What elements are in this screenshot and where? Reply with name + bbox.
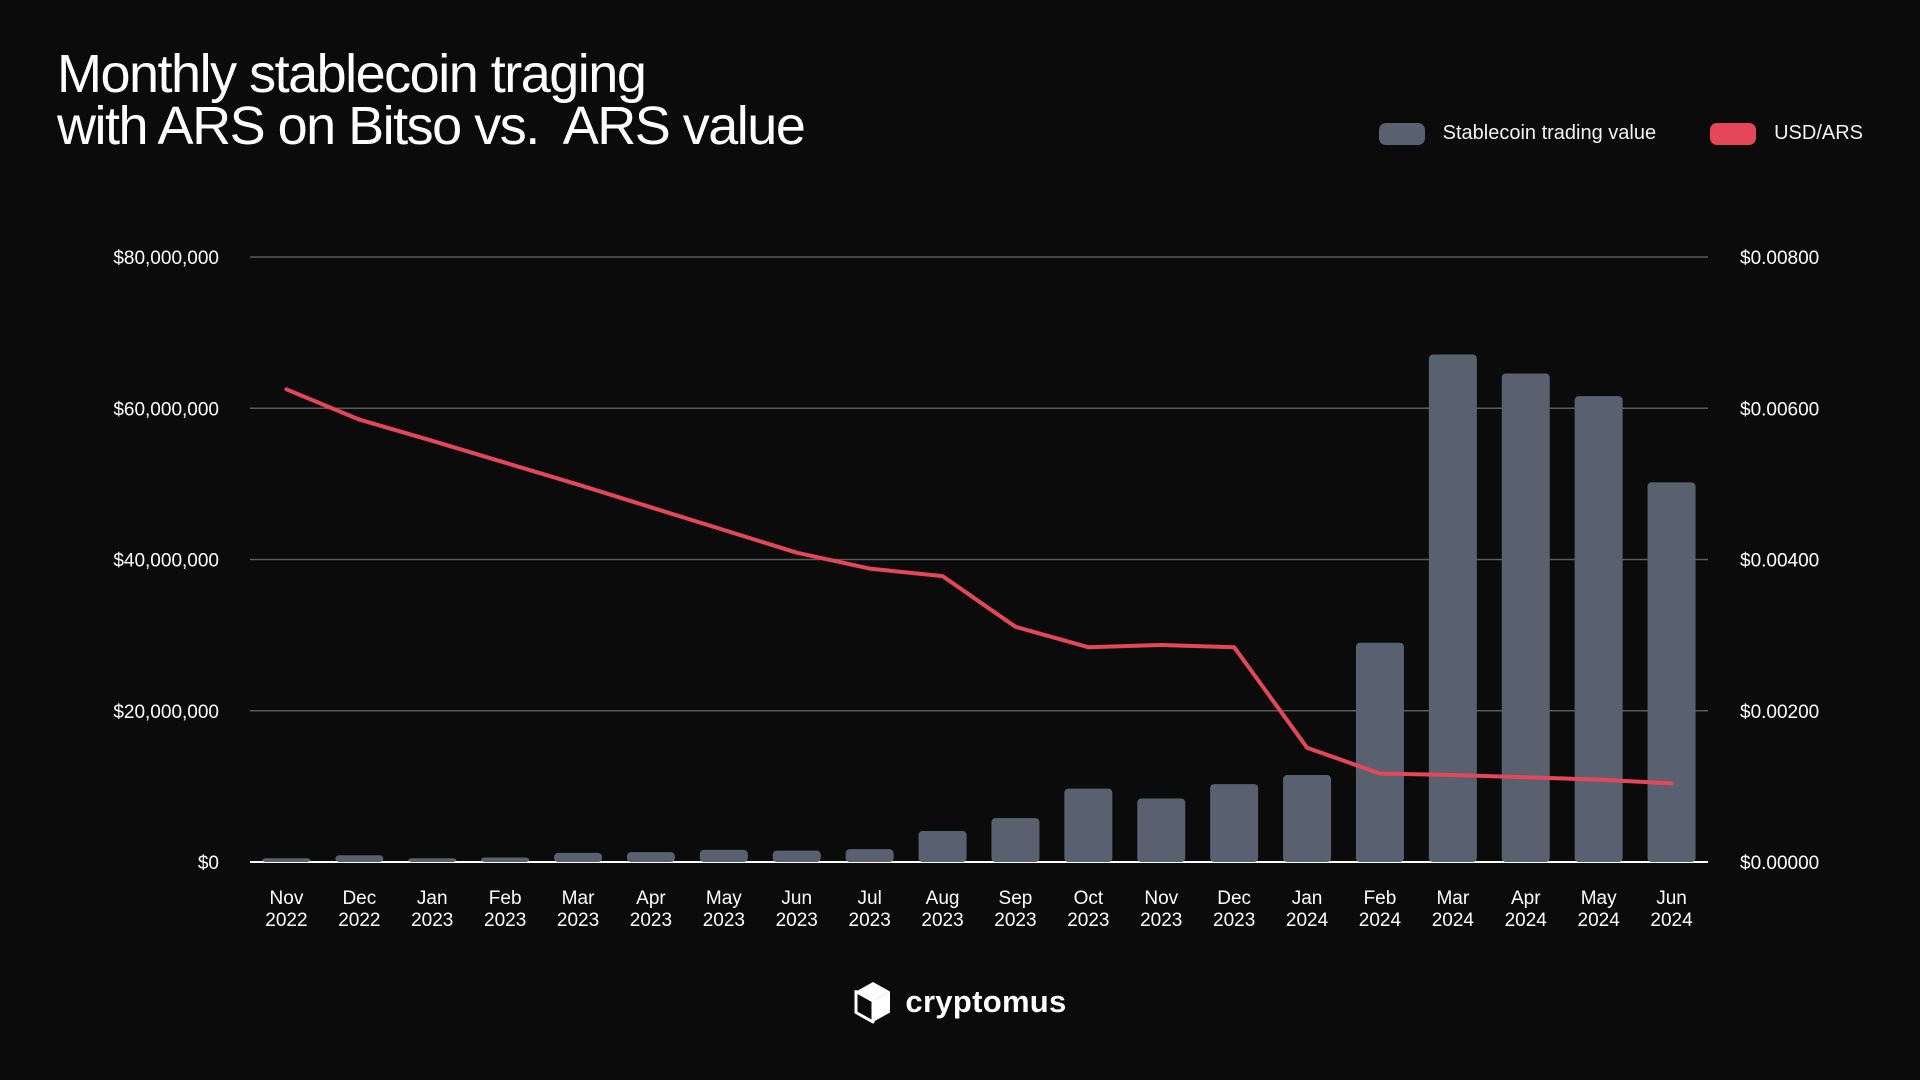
usd-ars-line [284,387,1674,786]
y-axis-left: $0 $20,000,000 $40,000,000 $60,000,000 $80,0… [113,248,219,874]
y-right-tick-label: $0.00400 [1740,551,1819,572]
x-tick-label: Dec 2023 [1213,888,1255,931]
legend-item-line: USD/ARS [1710,122,1863,145]
bar [1283,775,1332,862]
y-right-tick-label: $0.00200 [1740,702,1819,723]
x-tick-label: Jul 2023 [849,888,891,931]
x-tick-label: May 2024 [1578,888,1621,931]
bar [1428,354,1477,862]
y-left-tick-label: $80,000,000 [113,248,219,269]
bar [845,849,894,862]
y-left-tick-label: $20,000,000 [113,702,219,723]
chart-title-line-1: Monthly stablecoin traging [57,44,647,104]
legend-item-bars: Stablecoin trading value [1378,122,1657,145]
y-left-tick-label: $0 [198,853,219,874]
x-tick-label: Jun 2023 [776,888,818,931]
y-left-tick-label: $60,000,000 [113,399,219,420]
brand-name: cryptomus [905,984,1067,1019]
bar [554,852,603,862]
x-tick-label: Nov 2023 [1140,888,1182,931]
x-tick-label: Apr 2024 [1505,888,1548,931]
x-tick-label: Feb 2024 [1359,888,1402,931]
chart-title: Monthly stablecoin traging with ARS on B… [57,44,806,156]
y-axis-right: $0.00000 $0.00200 $0.00400 $0.00600 $0.00800 [1740,248,1819,874]
x-tick-label: Aug 2023 [921,888,963,931]
bar [335,855,384,862]
chart-title-line-2: with ARS on Bitso vs. ARS value [57,96,806,156]
bar [1355,642,1404,862]
brand: cryptomus [0,980,1920,1024]
cube-logo-icon [854,982,891,1024]
bar [408,858,457,862]
bar [626,852,675,862]
bar [1647,482,1696,862]
bar [699,849,748,862]
bar [1210,784,1259,862]
y-right-tick-label: $0.00600 [1740,399,1819,420]
x-tick-label: Sep 2023 [994,888,1036,931]
y-right-tick-label: $0.00000 [1740,853,1819,874]
legend-label-bars: Stablecoin trading value [1442,122,1657,144]
bar [1137,798,1186,862]
x-tick-label: Mar 2024 [1432,888,1475,931]
legend: Stablecoin trading value USD/ARS [1325,122,1863,145]
x-tick-label: Mar 2023 [557,888,599,931]
legend-label-line: USD/ARS [1774,122,1863,144]
x-tick-label: May 2023 [703,888,745,931]
bar-series [262,354,1696,862]
bar [1501,373,1550,862]
bar [481,857,530,862]
x-axis: Nov 2022 Dec 2022 Jan 2023 Feb 2023 Mar 2023 Apr 20… [265,888,1693,931]
grid-lines [250,256,1708,863]
bar [1064,788,1113,862]
bar [991,818,1040,862]
x-tick-label: Nov 2022 [265,888,307,931]
legend-swatch-bars [1378,122,1425,145]
x-tick-label: Oct 2023 [1067,888,1109,931]
x-tick-label: Jan 2024 [1286,888,1329,931]
x-tick-label: Jun 2024 [1650,888,1693,931]
y-right-tick-label: $0.00800 [1740,248,1819,269]
x-tick-label: Apr 2023 [630,888,672,931]
legend-swatch-line [1710,122,1757,145]
bar [918,830,967,862]
line-series [284,387,1674,786]
x-tick-label: Dec 2022 [338,888,380,931]
bar [772,850,821,862]
bar [1574,396,1623,862]
y-left-tick-label: $40,000,000 [113,551,219,572]
x-tick-label: Feb 2023 [484,888,526,931]
x-tick-label: Jan 2023 [411,888,453,931]
bar [262,858,311,862]
